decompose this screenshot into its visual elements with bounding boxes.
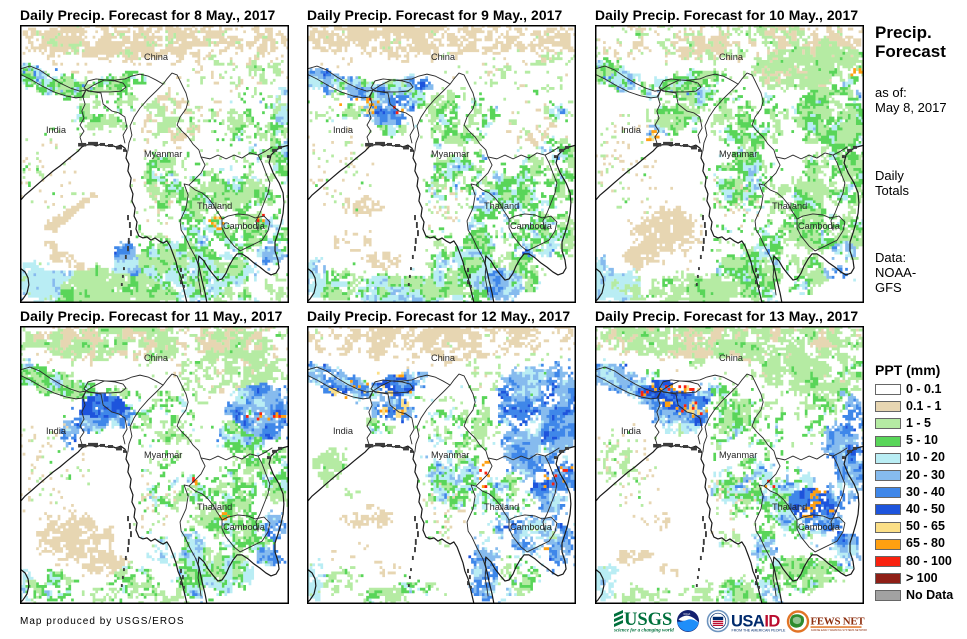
svg-text:FROM THE AMERICAN PEOPLE: FROM THE AMERICAN PEOPLE (732, 628, 786, 632)
svg-text:FEWS NET: FEWS NET (811, 616, 866, 628)
svg-text:science for a changing world: science for a changing world (613, 629, 674, 634)
svg-text:USAID: USAID (731, 613, 780, 631)
svg-text:NOAA: NOAA (684, 613, 691, 616)
svg-text:FAMINE EARLY WARNING SYSTEMS N: FAMINE EARLY WARNING SYSTEMS NETWORK (811, 629, 867, 632)
svg-text:USGS: USGS (624, 610, 672, 630)
